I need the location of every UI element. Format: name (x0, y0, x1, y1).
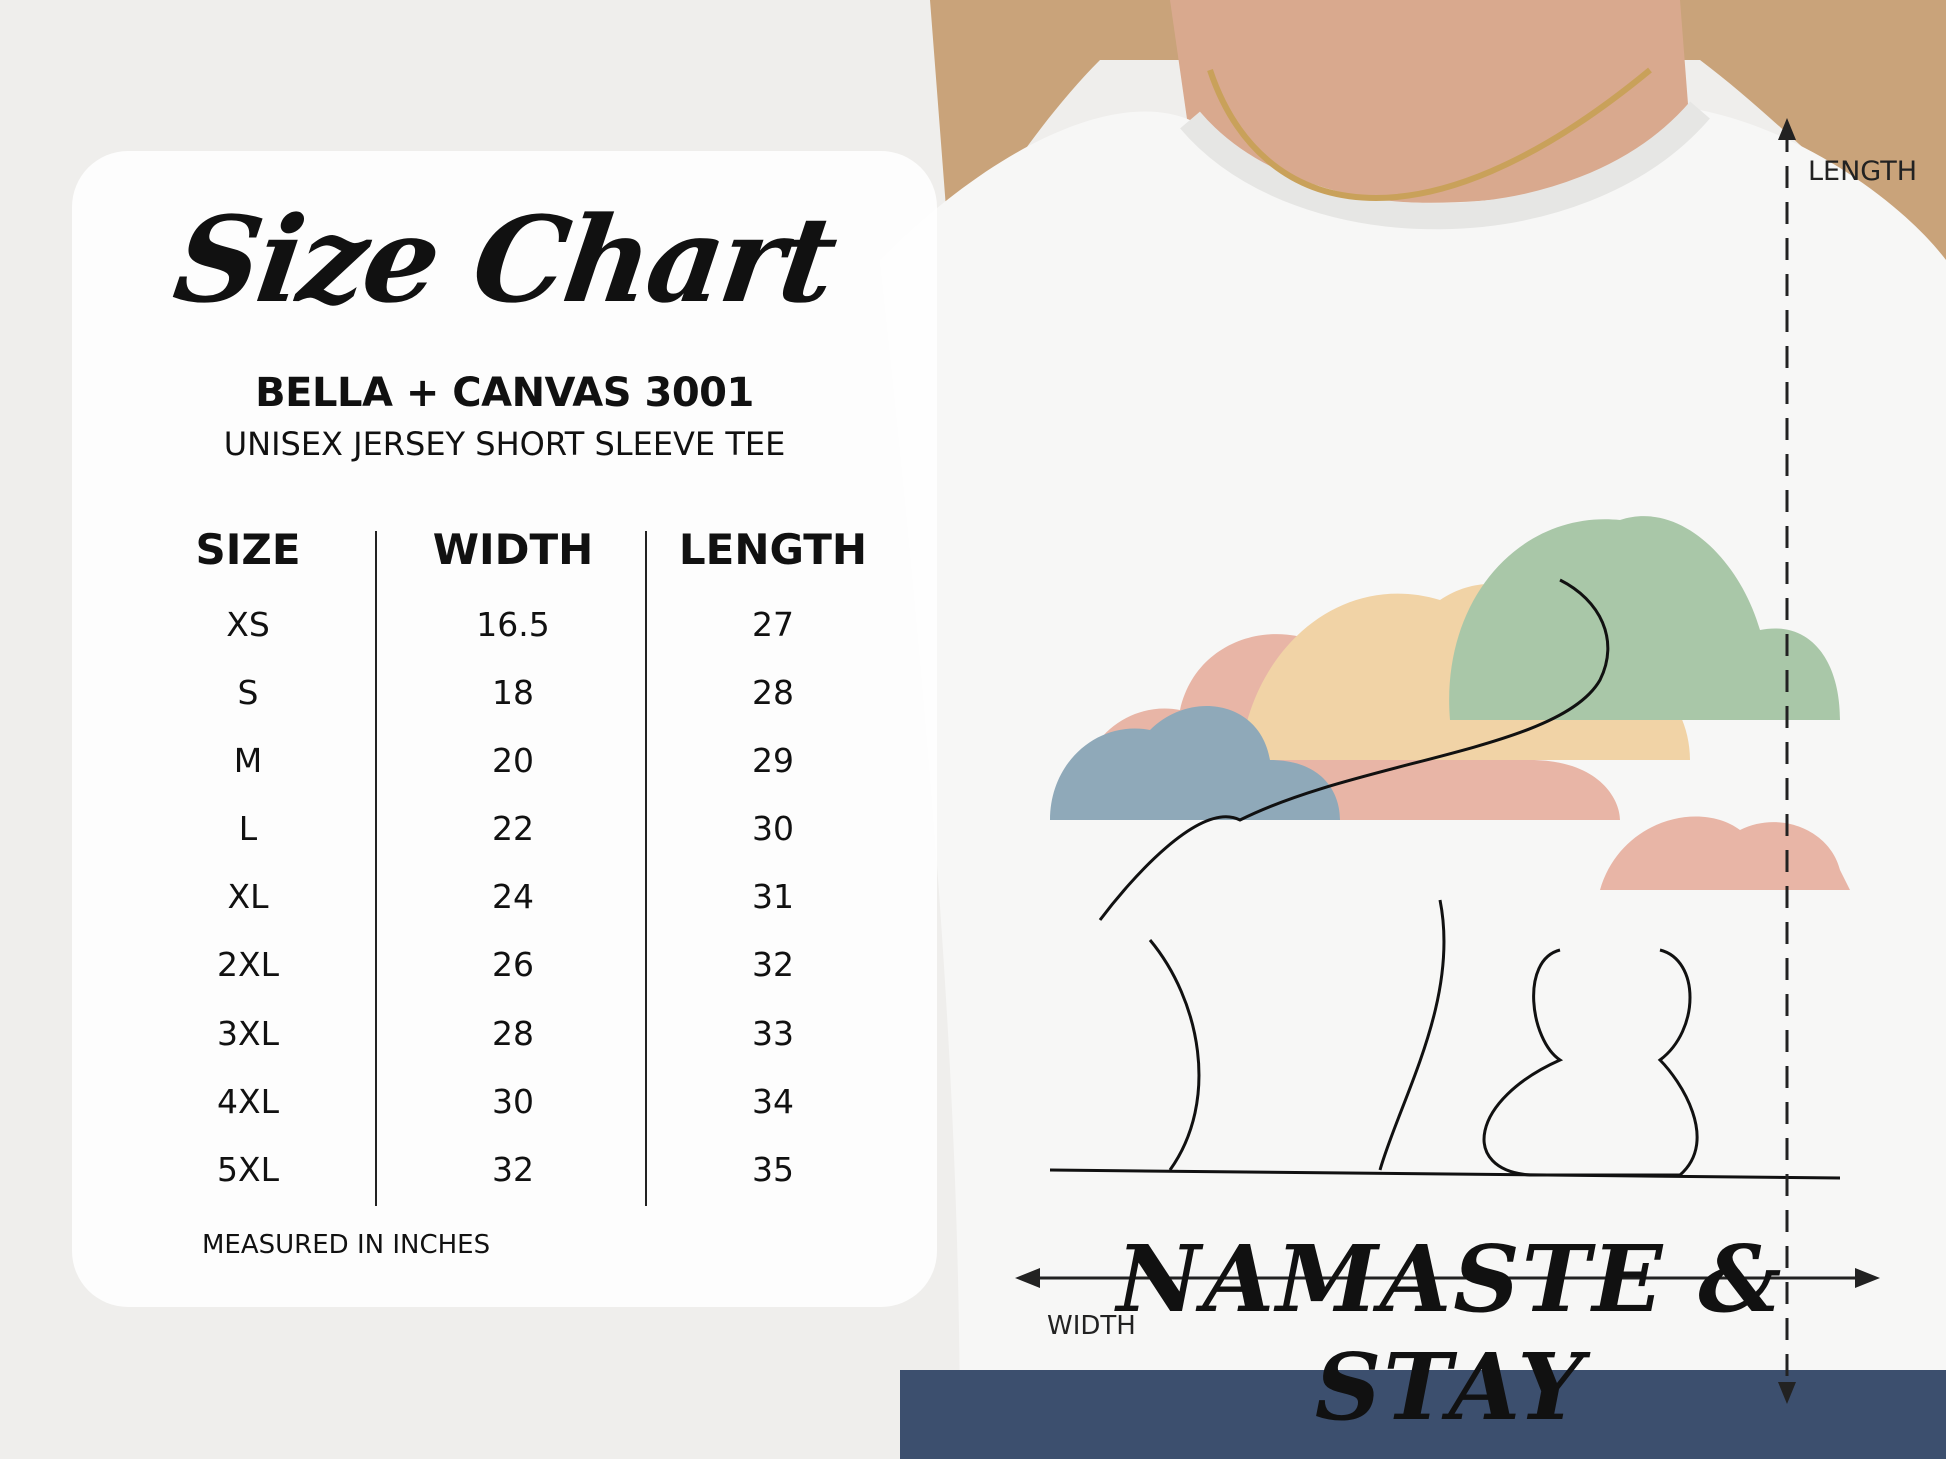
arrow-down-icon (1778, 1382, 1796, 1404)
width-cell: 32 (492, 1149, 534, 1189)
width-column: WIDTH 16.5 18 20 22 24 26 28 30 32 (383, 525, 643, 1218)
dog-and-cat-drawing (1049, 578, 1841, 1180)
size-chart-panel (72, 151, 937, 1307)
necklace (1207, 67, 1652, 201)
length-cell: 30 (752, 809, 794, 849)
width-cell: 24 (492, 877, 534, 917)
length-cell: 31 (752, 877, 794, 917)
clouds (1050, 516, 1850, 890)
length-cell: 33 (752, 1013, 794, 1053)
width-cell: 16.5 (476, 605, 550, 644)
cloud (1449, 516, 1840, 720)
length-arrow (1778, 118, 1796, 1404)
size-cell: S (237, 673, 259, 713)
brand-model: BELLA + CANVAS 3001 (255, 370, 754, 416)
length-label: LENGTH (1808, 156, 1918, 187)
cloud (1050, 706, 1340, 820)
length-cell: 28 (752, 673, 794, 713)
dog-legs (1148, 899, 1446, 1171)
length-cell: 32 (752, 945, 794, 985)
ground-line (1049, 1168, 1841, 1180)
width-cell: 26 (492, 945, 534, 985)
dog-back-and-tail (1098, 578, 1610, 921)
length-column: LENGTH 27 28 29 30 31 32 33 34 35 (643, 525, 903, 1218)
size-cell: XL (227, 877, 269, 917)
chart-title: Size Chart (166, 190, 843, 329)
width-cell: 30 (492, 1081, 534, 1121)
column-header: SIZE (195, 525, 301, 574)
width-label: WIDTH (1047, 1311, 1136, 1341)
width-arrow (1015, 1268, 1880, 1288)
size-cell: 5XL (217, 1149, 279, 1189)
width-cell: 18 (492, 673, 534, 713)
size-cell: 4XL (217, 1081, 279, 1121)
size-cell: L (238, 809, 258, 849)
size-column: SIZE XS S M L XL 2XL 3XL 4XL 5XL (118, 525, 378, 1218)
arrow-up-icon (1778, 118, 1796, 140)
column-divider (375, 531, 377, 1206)
shirt-slogan: NAMASTE & STAY (1116, 1225, 1784, 1441)
width-cell: 22 (492, 809, 534, 849)
size-cell: M (233, 741, 263, 781)
neck-skin (1170, 0, 1690, 203)
length-cell: 29 (752, 741, 794, 781)
arrow-left-icon (1015, 1268, 1040, 1288)
size-cell: 3XL (217, 1013, 279, 1053)
column-divider (645, 531, 647, 1206)
width-cell: 20 (492, 741, 534, 781)
length-cell: 35 (752, 1149, 794, 1189)
measurement-note: MEASURED IN INCHES (202, 1230, 491, 1260)
product-subtitle: UNISEX JERSEY SHORT SLEEVE TEE (223, 425, 786, 463)
column-header: WIDTH (432, 525, 594, 574)
size-cell: XS (226, 605, 270, 644)
width-cell: 28 (492, 1013, 534, 1053)
column-header: LENGTH (678, 525, 868, 574)
length-cell: 27 (752, 605, 794, 644)
size-cell: 2XL (217, 945, 279, 985)
collar (1180, 101, 1710, 230)
arrow-right-icon (1855, 1268, 1880, 1288)
jeans (900, 1370, 1946, 1459)
length-cell: 34 (752, 1081, 794, 1121)
